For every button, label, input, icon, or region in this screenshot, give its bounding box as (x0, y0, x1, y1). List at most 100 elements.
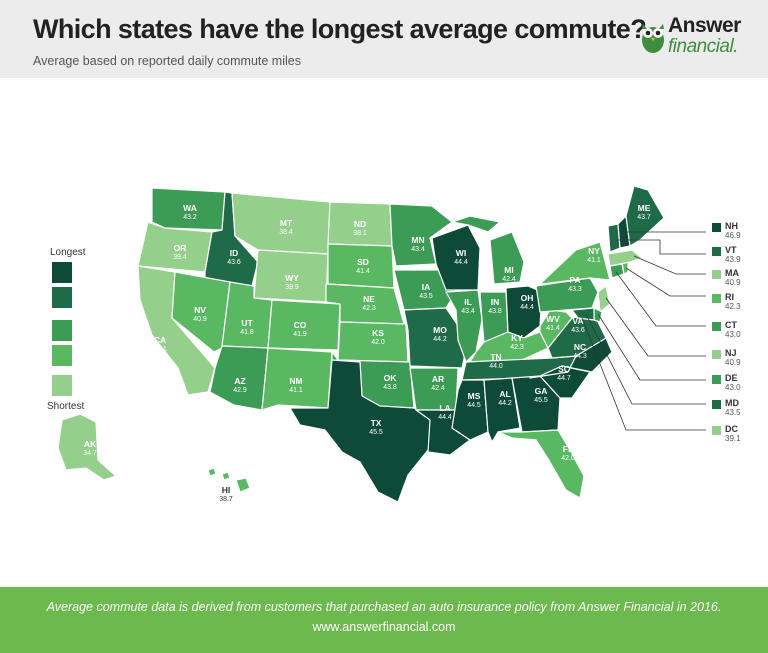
callout-ri-name: RI (725, 292, 734, 302)
value-ar: 42.4 (431, 385, 445, 392)
legend-longest-label: Longest (50, 247, 86, 258)
value-ga: 45.5 (534, 397, 548, 404)
state-nj (597, 285, 611, 313)
value-co: 41.9 (293, 331, 307, 338)
value-me: 43.7 (637, 214, 651, 221)
state-ma (607, 249, 643, 267)
value-fl: 42.0 (561, 455, 575, 462)
callout-ma-swatch (712, 270, 721, 279)
state-ny (539, 241, 611, 285)
value-ks: 42.0 (371, 339, 385, 346)
callout-md-value: 43.5 (725, 408, 741, 417)
footer-url-link[interactable]: www.answerfinancial.com (312, 620, 456, 634)
value-oh: 44.4 (520, 304, 534, 311)
state-mi-up (451, 215, 501, 233)
label-nv: NV (194, 305, 206, 315)
value-sc: 44.7 (557, 375, 571, 382)
label-ny: NY (588, 246, 600, 256)
label-ne: NE (363, 294, 375, 304)
callout-ct-swatch (712, 322, 721, 331)
state-ak (57, 413, 117, 481)
callout-ma-value: 40.9 (725, 278, 741, 287)
value-al: 44.2 (498, 400, 512, 407)
value-il: 43.4 (461, 308, 475, 315)
leader-vt (616, 239, 706, 255)
label-ky: KY (511, 333, 523, 343)
legend-swatch-4 (52, 345, 72, 366)
value-va: 43.6 (571, 327, 585, 334)
callout-nh-swatch (712, 223, 721, 232)
leader-ri (625, 267, 706, 297)
callout-vt-value: 43.9 (725, 255, 741, 264)
label-la: LA (439, 403, 450, 413)
callout-ri-swatch (712, 294, 721, 303)
callout-dc-value: 39.1 (725, 434, 741, 443)
value-ok: 43.8 (383, 384, 397, 391)
value-id: 43.6 (227, 259, 241, 266)
leader-ma (633, 255, 706, 275)
label-nm: NM (289, 376, 302, 386)
callout-nh-value: 46.9 (725, 231, 741, 240)
header-bar: Which states have the longest average co… (0, 0, 768, 78)
callout-nj-name: NJ (725, 348, 737, 358)
value-nv: 40.9 (193, 316, 207, 323)
state-md (571, 307, 595, 321)
value-nm: 41.1 (289, 387, 303, 394)
legend-shortest-label: Shortest (47, 401, 85, 412)
value-hi: 38.7 (219, 496, 233, 503)
callout-nh-name: NH (725, 221, 738, 231)
label-or: OR (174, 243, 187, 253)
legend-swatch-1 (52, 262, 72, 283)
state-labels: WA 43.2 OR 39.4 CA 40.1 ID 43.6 NV 40.9 … (83, 203, 651, 462)
state-il (445, 289, 483, 363)
callout-vt-swatch (712, 247, 721, 256)
state-mo (403, 307, 469, 369)
label-va: VA (572, 316, 583, 326)
callout-nj-swatch (712, 350, 721, 359)
label-mo: MO (433, 325, 447, 335)
state-wa (151, 187, 226, 231)
label-ar: AR (432, 374, 444, 384)
legend-swatch-2 (52, 287, 72, 308)
value-ky: 42.3 (510, 344, 524, 351)
label-wv: WV (546, 314, 560, 324)
answer-financial-logo[interactable]: Answer financial. (640, 14, 760, 60)
legend-swatch-5 (52, 375, 72, 396)
state-mi (489, 231, 525, 285)
value-ak: 34.7 (83, 450, 97, 457)
page-title: Which states have the longest average co… (33, 14, 647, 44)
label-pa: PA (569, 275, 580, 285)
label-mn: MN (411, 235, 424, 245)
label-tn: TN (490, 352, 501, 362)
value-mn: 43.4 (411, 246, 425, 253)
callout-ct-value: 43.0 (725, 330, 741, 339)
value-mi: 42.4 (502, 276, 516, 283)
label-me: ME (638, 203, 651, 213)
value-wa: 43.2 (183, 214, 197, 221)
label-hi: HI (222, 485, 231, 495)
value-ne: 42.3 (362, 305, 376, 312)
callout-vt-name: VT (725, 245, 737, 255)
state-mn (389, 203, 453, 267)
callout-md-swatch (712, 400, 721, 409)
page-subtitle: Average based on reported daily commute … (33, 54, 301, 68)
value-tx: 45.5 (369, 429, 383, 436)
callout-md-name: MD (725, 398, 739, 408)
value-ca: 40.1 (153, 346, 167, 353)
owl-icon (642, 24, 664, 53)
label-oh: OH (521, 293, 534, 303)
label-ks: KS (372, 328, 384, 338)
label-sc: SC (558, 364, 570, 374)
value-la: 44.4 (438, 414, 452, 421)
leader-md (585, 313, 706, 405)
callout-ct-name: CT (725, 320, 737, 330)
value-wy: 39.9 (285, 284, 299, 291)
label-id: ID (230, 248, 239, 258)
value-ut: 41.8 (240, 329, 254, 336)
leader-dc (581, 317, 706, 431)
state-me (625, 185, 665, 247)
value-wv: 41.4 (546, 325, 560, 332)
label-al: AL (499, 389, 510, 399)
leader-nj (605, 297, 706, 357)
leader-de (597, 313, 706, 381)
